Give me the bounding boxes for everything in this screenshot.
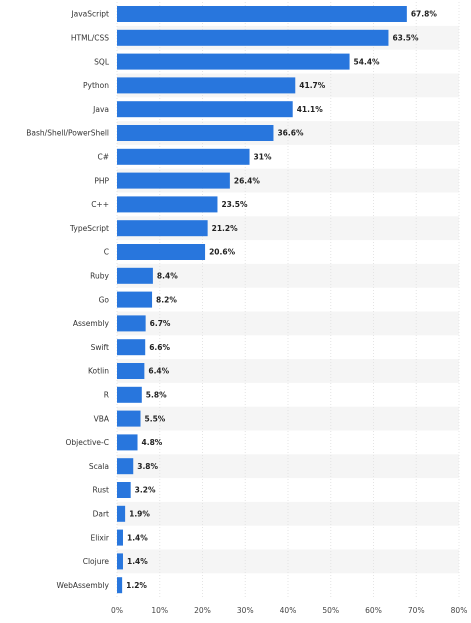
category-label: TypeScript <box>69 224 109 233</box>
category-label: JavaScript <box>70 10 109 19</box>
value-label: 6.4% <box>148 367 169 376</box>
bar <box>117 267 153 284</box>
bar <box>117 315 146 332</box>
bar <box>117 577 123 594</box>
row-band <box>117 549 459 574</box>
bar <box>117 148 250 165</box>
category-label: Assembly <box>73 319 110 328</box>
value-label: 63.5% <box>392 34 419 43</box>
value-labels: 67.8% 63.5% 54.4% 41.7% 41.1% 36.6% 31% 26.4% 23… <box>126 10 437 590</box>
x-tick-label: 0% <box>111 606 123 615</box>
x-tick-label: 50% <box>322 606 339 615</box>
value-label: 41.1% <box>297 105 324 114</box>
category-label: Elixir <box>90 533 109 542</box>
value-label: 5.5% <box>145 414 166 423</box>
value-label: 23.5% <box>221 200 248 209</box>
category-label: PHP <box>94 176 109 185</box>
bar <box>117 434 138 451</box>
value-label: 8.4% <box>157 272 178 281</box>
bar <box>117 291 153 308</box>
category-label: WebAssembly <box>57 581 110 590</box>
bar <box>117 482 131 498</box>
value-label: 4.8% <box>142 438 163 447</box>
bar <box>117 244 206 260</box>
bar <box>117 505 126 522</box>
x-tick-label: 10% <box>151 606 168 615</box>
value-label: 3.2% <box>135 486 156 495</box>
category-label: Dart <box>93 510 109 519</box>
category-label: Swift <box>91 343 109 352</box>
bar <box>117 339 146 356</box>
bar <box>117 6 407 22</box>
bar <box>117 529 123 546</box>
x-tick-label: 70% <box>408 606 425 615</box>
x-axis-ticks: 0% 10% 20% 30% 40% 50% 60% 70% 80% <box>111 606 467 615</box>
x-tick-label: 30% <box>237 606 254 615</box>
category-label: Bash/Shell/PowerShell <box>26 129 109 138</box>
bar <box>117 363 145 379</box>
category-label: Objective-C <box>65 438 109 447</box>
value-label: 1.2% <box>126 581 147 590</box>
bar <box>117 553 123 570</box>
value-label: 8.2% <box>156 295 177 304</box>
bar <box>117 125 274 141</box>
category-label: Go <box>99 295 110 304</box>
category-label: Rust <box>93 486 110 495</box>
bar <box>117 196 218 213</box>
category-label: C++ <box>91 200 109 209</box>
row-band <box>117 406 459 431</box>
category-label: VBA <box>94 414 110 423</box>
value-label: 54.4% <box>354 57 381 66</box>
value-label: 41.7% <box>299 81 326 90</box>
value-label: 1.4% <box>127 557 148 566</box>
value-label: 20.6% <box>209 248 236 257</box>
category-label: C# <box>97 153 109 162</box>
x-tick-label: 40% <box>280 606 297 615</box>
bar <box>117 172 230 189</box>
bar <box>117 101 293 118</box>
category-labels: JavaScript HTML/CSS SQL Python Java Bash/Shel… <box>26 10 110 590</box>
category-label: SQL <box>94 57 110 66</box>
value-label: 6.7% <box>150 319 171 328</box>
value-label: 36.6% <box>277 129 304 138</box>
bar <box>117 386 142 403</box>
bar <box>117 220 208 237</box>
bar <box>117 77 296 94</box>
gridlines <box>116 2 460 598</box>
value-label: 6.6% <box>149 343 170 352</box>
value-label: 3.8% <box>137 462 158 471</box>
value-label: 31% <box>254 153 272 162</box>
x-tick-label: 20% <box>194 606 211 615</box>
value-label: 1.4% <box>127 533 148 542</box>
category-label: Kotlin <box>88 367 109 376</box>
category-label: R <box>104 391 109 400</box>
value-label: 5.8% <box>146 391 167 400</box>
row-band <box>117 501 459 526</box>
value-label: 26.4% <box>234 176 261 185</box>
value-label: 21.2% <box>212 224 239 233</box>
x-tick-label: 60% <box>365 606 382 615</box>
value-label: 1.9% <box>129 510 150 519</box>
category-label: HTML/CSS <box>71 34 109 43</box>
category-label: Ruby <box>90 272 109 281</box>
category-label: Clojure <box>83 557 110 566</box>
bar <box>117 410 141 427</box>
category-label: C <box>104 248 109 257</box>
row-band <box>117 454 459 479</box>
bar <box>117 29 389 46</box>
category-label: Scala <box>89 462 109 471</box>
bars <box>117 6 407 594</box>
bar <box>117 53 350 70</box>
x-tick-label: 80% <box>451 606 468 615</box>
category-label: Java <box>92 105 109 114</box>
category-label: Python <box>83 81 109 90</box>
value-label: 67.8% <box>411 10 438 19</box>
bar <box>117 458 134 475</box>
